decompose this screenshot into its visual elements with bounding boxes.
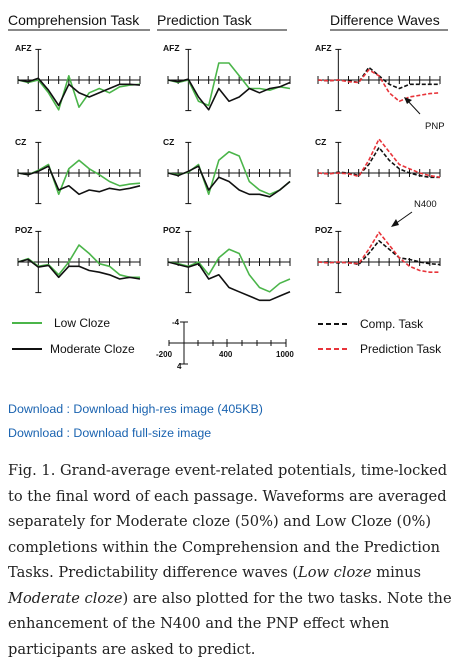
waveform-moderate-cloze-prediction-cz (167, 165, 291, 198)
scale-x-mid: 400 (219, 350, 233, 359)
waveform-prediction-task-difference-poz (317, 231, 440, 274)
download-high-res-link[interactable]: Download : Download high-res image (405K… (8, 402, 263, 416)
panel-title-prediction: Prediction Task (157, 12, 253, 28)
pnp-arrow (406, 99, 421, 115)
figure-caption: Fig. 1. Grand-average event-related pote… (8, 458, 452, 662)
legend-low-cloze-label: Low Cloze (54, 316, 110, 330)
n400-arrowhead (391, 219, 399, 227)
download-links: Download : Download high-res image (405K… (8, 397, 448, 445)
pnp-arrowhead (404, 97, 412, 104)
erp-panels (17, 48, 441, 302)
panel-title-difference: Difference Waves (330, 12, 440, 28)
legend-prediction-task-label: Prediction Task (360, 342, 442, 356)
scale-x-start: -200 (156, 350, 173, 359)
waveform-prediction-task-difference-cz (317, 138, 441, 179)
waveform-low-cloze-comprehension-cz (17, 159, 141, 196)
electrode-label-poz-pred: POZ (163, 225, 180, 235)
waveform-moderate-cloze-comprehension-cz (17, 165, 141, 196)
electrode-label-poz-comp: POZ (15, 225, 32, 235)
scale-x-end: 1000 (276, 350, 294, 359)
electrode-label-cz-comp: CZ (15, 137, 26, 147)
waveform-moderate-cloze-comprehension-afz (17, 77, 141, 107)
electrode-label-afz-diff: AFZ (315, 43, 332, 53)
erp-figure: Comprehension Task Prediction Task Diffe… (8, 12, 448, 371)
electrode-label-afz-comp: AFZ (15, 43, 32, 53)
electrode-label-cz-pred: CZ (163, 137, 174, 147)
waveform-comp-task-difference-poz (318, 240, 441, 266)
waveform-low-cloze-prediction-afz (167, 62, 291, 107)
legend-comp-task-label: Comp. Task (360, 317, 424, 331)
legend-moderate-cloze-label: Moderate Cloze (50, 342, 135, 356)
caption-part-1: Fig. 1. Grand-average event-related pote… (8, 462, 448, 581)
caption-part-3: ) are also plotted for the two tasks. No… (8, 589, 452, 658)
waveform-prediction-task-difference-afz (317, 69, 441, 103)
electrode-label-afz-pred: AFZ (163, 43, 180, 53)
n400-arrow (394, 211, 413, 225)
n400-label: N400 (414, 199, 437, 210)
scale-y-bottom: 4 (177, 362, 182, 371)
caption-emphasis-2: Moderate cloze (8, 589, 123, 607)
waveform-low-cloze-comprehension-afz (17, 75, 141, 111)
scale-bar (168, 321, 287, 365)
scale-y-top: -4 (172, 318, 180, 327)
panel-title-comprehension: Comprehension Task (8, 12, 140, 28)
caption-part-2: minus (371, 564, 422, 581)
waveform-moderate-cloze-prediction-afz (167, 78, 291, 111)
waveform-moderate-cloze-prediction-poz (167, 261, 291, 302)
waveform-low-cloze-prediction-cz (167, 151, 291, 196)
waveform-low-cloze-prediction-poz (167, 248, 291, 293)
waveform-moderate-cloze-comprehension-poz (17, 258, 141, 280)
electrode-label-cz-diff: CZ (315, 137, 326, 147)
caption-emphasis-1: Low cloze (298, 564, 372, 581)
pnp-label: PNP (425, 121, 445, 132)
download-full-size-link[interactable]: Download : Download full-size image (8, 426, 212, 440)
electrode-label-poz-diff: POZ (315, 225, 332, 235)
